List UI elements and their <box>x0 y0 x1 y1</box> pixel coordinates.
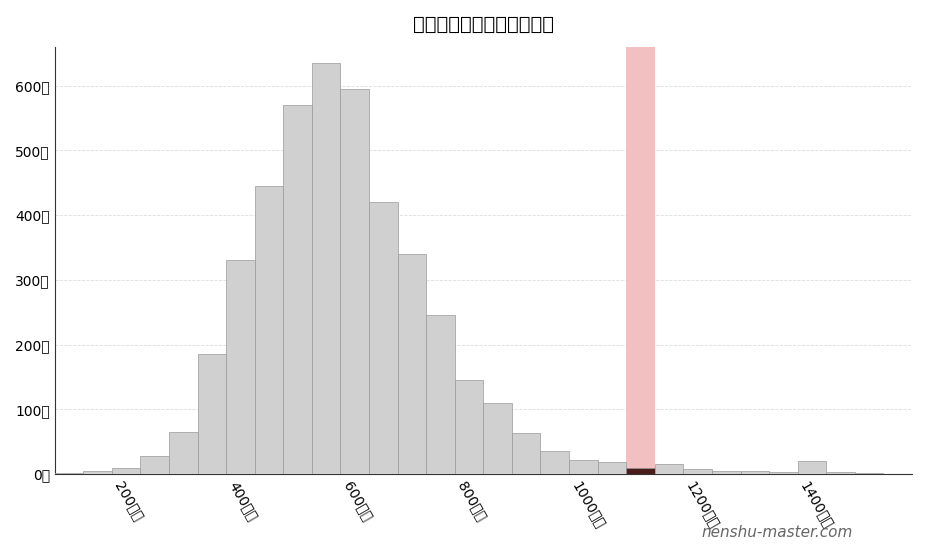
Bar <box>255 186 284 474</box>
Bar <box>569 460 598 474</box>
Bar <box>226 260 255 474</box>
Bar <box>112 467 140 474</box>
Bar <box>197 354 226 474</box>
Bar <box>627 467 654 474</box>
Bar <box>284 105 311 474</box>
Bar <box>455 380 483 474</box>
Bar <box>426 315 455 474</box>
Bar <box>855 473 883 474</box>
Bar <box>83 471 112 474</box>
Bar <box>683 469 712 474</box>
Bar <box>483 403 512 474</box>
Bar <box>169 432 197 474</box>
Bar <box>826 472 855 474</box>
Bar <box>654 465 683 474</box>
Bar <box>712 471 741 474</box>
Bar <box>741 471 769 474</box>
Bar <box>512 433 540 474</box>
Bar <box>340 89 369 474</box>
Bar <box>598 462 627 474</box>
Title: 鹿島建設の年収ポジション: 鹿島建設の年収ポジション <box>413 15 553 34</box>
Bar <box>797 461 826 474</box>
Bar <box>627 47 654 474</box>
Bar <box>55 473 83 474</box>
Bar <box>769 472 797 474</box>
Bar <box>311 63 340 474</box>
Text: nenshu-master.com: nenshu-master.com <box>702 525 853 540</box>
Bar <box>140 456 169 474</box>
Bar <box>398 254 426 474</box>
Bar <box>369 202 398 474</box>
Bar <box>540 451 569 474</box>
